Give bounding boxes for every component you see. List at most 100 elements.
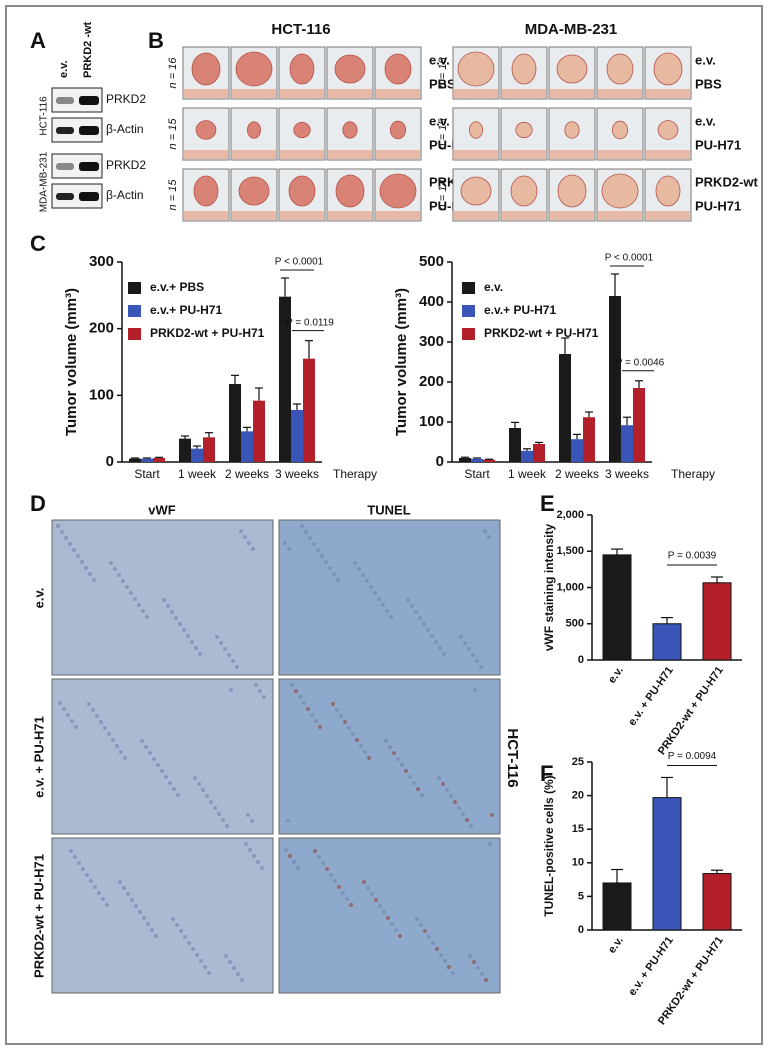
cell-dot — [434, 640, 438, 644]
y-tick-label: 0 — [578, 654, 584, 666]
cell-dot — [178, 622, 182, 626]
cell-dot — [343, 720, 347, 724]
tumor — [510, 175, 538, 207]
cell-dot — [197, 782, 201, 786]
cell-dot — [431, 941, 435, 945]
cell-dot — [308, 536, 312, 540]
cell-dot — [193, 776, 197, 780]
cell-dot — [91, 708, 95, 712]
cell-dot — [69, 849, 73, 853]
y-tick-label: 0 — [106, 453, 114, 470]
row-label: PRKD2-wt + PU-H71 — [31, 854, 46, 978]
cell-dot — [302, 701, 306, 705]
cell-dot — [437, 776, 441, 780]
cell-dot — [111, 738, 115, 742]
cell-dot — [76, 554, 80, 558]
band-label: PRKD2 — [106, 92, 146, 106]
cell-dot — [244, 842, 248, 846]
cell-dot — [68, 542, 72, 546]
cell-dot — [118, 880, 122, 884]
cell-dot — [386, 916, 390, 920]
cell-dot — [373, 591, 377, 595]
cell-dot — [138, 910, 142, 914]
cell-dot — [374, 898, 378, 902]
band — [56, 193, 74, 200]
cell-dot — [109, 561, 113, 565]
y-tick-label: 0 — [578, 924, 584, 936]
cell-dot — [186, 634, 190, 638]
cell-dot — [347, 726, 351, 730]
cell-dot — [85, 873, 89, 877]
cell-dot — [187, 941, 191, 945]
n-label: n = 15 — [167, 118, 179, 150]
cell-dot — [335, 708, 339, 712]
panel-letter: C — [30, 231, 46, 256]
cell-dot — [461, 812, 465, 816]
cell-dot — [389, 615, 393, 619]
cell-dot — [195, 953, 199, 957]
cell-dot — [256, 860, 260, 864]
y-tick-label: 25 — [572, 756, 584, 768]
cell-dot — [325, 867, 329, 871]
cell-dot — [479, 665, 483, 669]
tumor — [468, 121, 483, 139]
cell-dot — [483, 529, 487, 533]
cell-dot — [172, 787, 176, 791]
x-tick-label: Start — [464, 467, 490, 481]
cell-dot — [361, 573, 365, 577]
cell-dot — [232, 966, 236, 970]
cell-dot — [145, 615, 149, 619]
cell-dot — [423, 929, 427, 933]
cell-dot — [290, 683, 294, 687]
y-tick-label: 2,000 — [556, 509, 584, 521]
cell-dot — [262, 695, 266, 699]
tumor — [606, 53, 634, 85]
cell-dot — [331, 702, 335, 706]
cell-dot — [77, 861, 81, 865]
cell-dot — [445, 788, 449, 792]
column-header: TUNEL — [367, 502, 410, 517]
cell-dot — [310, 713, 314, 717]
tumor — [557, 174, 587, 208]
y-axis-label: TUNEL-positive cells (%) — [542, 775, 556, 916]
ruler — [550, 89, 594, 98]
tumor — [655, 175, 681, 207]
bar — [129, 458, 141, 462]
ruler — [280, 89, 324, 98]
cell-dot — [441, 782, 445, 786]
ruler — [646, 150, 690, 159]
cell-dot — [404, 769, 408, 773]
bar — [459, 458, 471, 462]
cell-dot — [84, 566, 88, 570]
cell-dot — [93, 885, 97, 889]
cell-dot — [194, 646, 198, 650]
ruler — [328, 211, 372, 220]
micrograph — [278, 837, 501, 994]
y-tick-label: 300 — [419, 333, 444, 350]
cell-dot — [314, 719, 318, 723]
cell-dot — [336, 578, 340, 582]
legend-label: e.v. — [484, 280, 503, 294]
ruler — [328, 150, 372, 159]
cell-dot — [87, 702, 91, 706]
bar — [621, 425, 633, 462]
cell-dot — [449, 794, 453, 798]
tumor — [511, 53, 537, 85]
cell-dot — [105, 903, 109, 907]
cell-dot — [130, 898, 134, 902]
n-label: n = 14 — [437, 180, 449, 211]
cell-dot — [388, 745, 392, 749]
tumor — [342, 121, 358, 139]
y-tick-label: 300 — [89, 253, 114, 270]
cell-line-label: HCT-116 — [39, 96, 50, 136]
cell-dot — [146, 922, 150, 926]
cell-dot — [412, 781, 416, 785]
cell-dot — [427, 935, 431, 939]
y-axis-label: Tumor volume (mm³) — [393, 288, 410, 436]
y-axis-label: vWF staining intensity — [542, 524, 556, 652]
row-label: e.v. — [695, 113, 716, 128]
legend-swatch — [128, 282, 141, 294]
bar — [253, 400, 265, 462]
cell-dot — [199, 959, 203, 963]
cell-dot — [304, 530, 308, 534]
